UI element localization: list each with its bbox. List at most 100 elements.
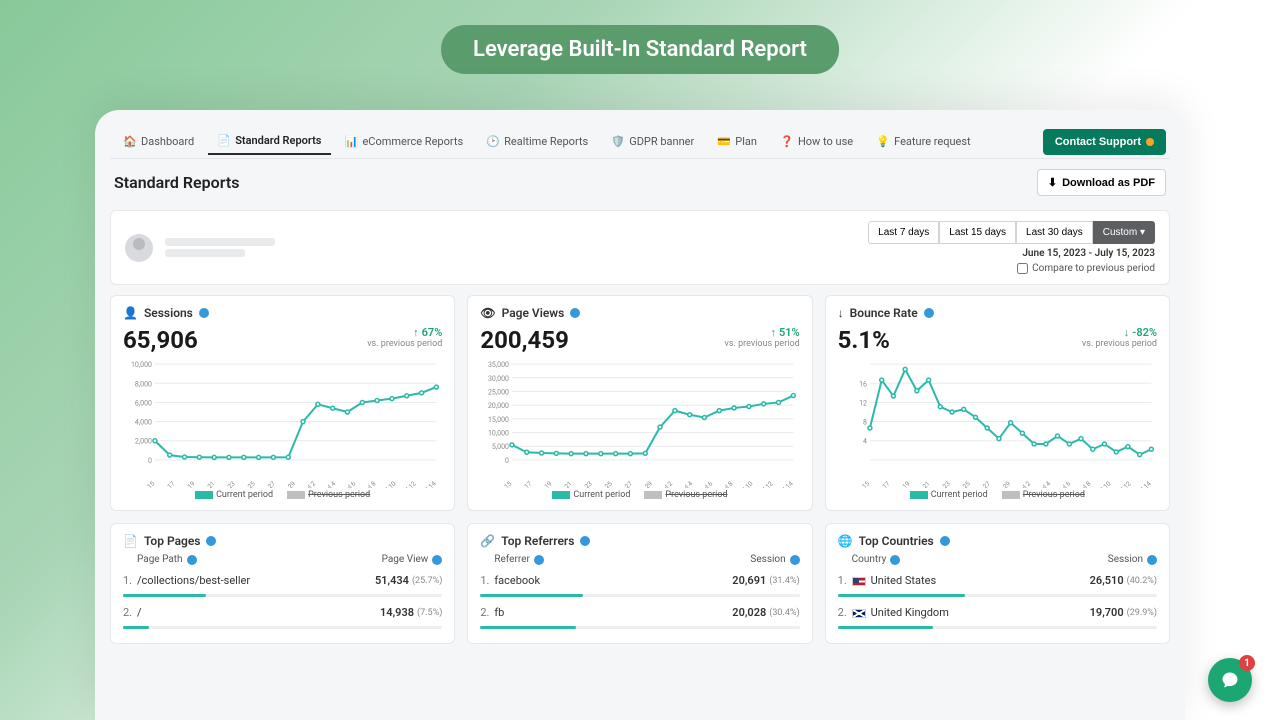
- app-window: 🏠 Dashboard 📄 Standard Reports 📊 eCommer…: [95, 110, 1185, 720]
- card-title: Top Countries: [859, 534, 934, 548]
- table-row[interactable]: 2. fb 20,028(30.4%): [480, 601, 799, 624]
- download-icon: ⬇: [1048, 176, 1057, 189]
- range-7d[interactable]: Last 7 days: [868, 221, 939, 244]
- range-15d[interactable]: Last 15 days: [939, 221, 1016, 244]
- card-icon: 💳: [718, 136, 730, 148]
- col-header: Country: [852, 554, 887, 565]
- svg-text:Jun 29: Jun 29: [278, 479, 298, 488]
- pageviews-delta: ↑51%: [725, 326, 800, 339]
- nav-realtime-reports[interactable]: 🕑 Realtime Reports: [477, 129, 598, 154]
- svg-text:Jun 23: Jun 23: [217, 479, 237, 488]
- info-icon[interactable]: [580, 536, 590, 546]
- nav-gdpr-banner[interactable]: 🛡️ GDPR banner: [602, 129, 704, 154]
- page-title: Standard Reports: [114, 173, 239, 192]
- svg-text:15,000: 15,000: [488, 416, 509, 424]
- nav-dashboard[interactable]: 🏠 Dashboard: [114, 129, 204, 154]
- info-icon[interactable]: [570, 308, 580, 318]
- table-row[interactable]: 1. facebook 20,691(31.4%): [480, 569, 799, 592]
- date-range-group: Last 7 days Last 15 days Last 30 days Cu…: [868, 221, 1155, 274]
- svg-text:20,000: 20,000: [488, 402, 509, 410]
- svg-text:Jul 4: Jul 4: [1036, 479, 1052, 488]
- sessions-value: 65,906: [123, 326, 198, 354]
- range-30d[interactable]: Last 30 days: [1016, 221, 1093, 244]
- download-pdf-button[interactable]: ⬇ Download as PDF: [1037, 169, 1166, 196]
- nav-standard-reports[interactable]: 📄 Standard Reports: [208, 128, 331, 155]
- flag-icon: [852, 577, 866, 586]
- svg-text:Jul 4: Jul 4: [679, 479, 695, 488]
- nav-ecommerce-reports[interactable]: 📊 eCommerce Reports: [335, 129, 473, 154]
- nav-plan[interactable]: 💳 Plan: [708, 129, 767, 154]
- table-row[interactable]: 2. United Kingdom 19,700(29.9%): [838, 601, 1157, 624]
- progress-bar: [838, 594, 1157, 597]
- user-avatar[interactable]: [125, 234, 153, 262]
- info-icon[interactable]: [187, 555, 197, 565]
- nav-how-to-use[interactable]: ❓ How to use: [771, 129, 863, 154]
- svg-text:Jun 29: Jun 29: [635, 479, 655, 488]
- compare-checkbox[interactable]: [1017, 263, 1028, 274]
- pageviews-chart: 05,00010,00015,00020,00025,00030,00035,0…: [480, 358, 799, 488]
- sessions-chart: 02,0004,0006,0008,00010,000Jun 15Jun 17J…: [123, 358, 442, 488]
- hero-badge: Leverage Built-In Standard Report: [441, 25, 839, 74]
- svg-text:Jun 15: Jun 15: [494, 479, 514, 488]
- svg-text:Jul 10: Jul 10: [737, 479, 755, 488]
- svg-text:30,000: 30,000: [488, 375, 509, 383]
- date-range-buttons: Last 7 days Last 15 days Last 30 days Cu…: [868, 221, 1155, 244]
- svg-text:Jul 10: Jul 10: [379, 479, 397, 488]
- notification-dot: [1146, 138, 1154, 146]
- nav-label: Feature request: [894, 135, 971, 148]
- svg-text:Jul 14: Jul 14: [1134, 479, 1152, 488]
- arrow-down-icon: ↓: [838, 306, 844, 320]
- nav-label: Standard Reports: [235, 134, 321, 147]
- progress-bar: [123, 594, 442, 597]
- svg-text:Jul 14: Jul 14: [777, 479, 795, 488]
- top-countries-card: 🌐 Top Countries Country Session 1. Unite…: [825, 523, 1170, 644]
- info-icon[interactable]: [790, 555, 800, 565]
- delta-sub: vs. previous period: [725, 339, 800, 349]
- svg-text:Jun 15: Jun 15: [851, 479, 871, 488]
- svg-text:4: 4: [863, 438, 867, 446]
- nav-label: Realtime Reports: [504, 135, 588, 148]
- contact-support-button[interactable]: Contact Support: [1043, 129, 1166, 155]
- col-header: Session: [1108, 554, 1143, 565]
- user-icon: 👤: [123, 306, 138, 320]
- bounce-chart: 481216Jun 15Jun 17Jun 19Jun 21Jun 23Jun …: [838, 358, 1157, 488]
- info-icon[interactable]: [206, 536, 216, 546]
- info-icon[interactable]: [1147, 555, 1157, 565]
- info-icon[interactable]: [940, 536, 950, 546]
- svg-text:12: 12: [859, 399, 867, 407]
- bounce-card: ↓ Bounce Rate 5.1% ↓-82% vs. previous pe…: [825, 295, 1170, 511]
- bounce-value: 5.1%: [838, 326, 890, 354]
- sessions-delta: ↑67%: [367, 326, 442, 339]
- table-row[interactable]: 1. United States 26,510(40.2%): [838, 569, 1157, 592]
- svg-text:2,000: 2,000: [135, 438, 152, 446]
- info-icon[interactable]: [199, 308, 209, 318]
- referrer-icon: 🔗: [480, 534, 495, 548]
- compare-checkbox-row[interactable]: Compare to previous period: [1017, 263, 1155, 274]
- svg-text:Jun 17: Jun 17: [872, 479, 892, 488]
- arrow-down-icon: ↓: [1124, 326, 1130, 339]
- nav-label: Dashboard: [141, 135, 194, 148]
- arrow-up-icon: ↑: [770, 326, 776, 339]
- info-icon[interactable]: [432, 555, 442, 565]
- svg-text:Jun 19: Jun 19: [534, 479, 554, 488]
- svg-text:Jun 19: Jun 19: [177, 479, 197, 488]
- chat-fab[interactable]: 1: [1208, 658, 1252, 702]
- info-icon[interactable]: [890, 555, 900, 565]
- svg-text:8,000: 8,000: [135, 380, 152, 388]
- info-icon[interactable]: [924, 308, 934, 318]
- progress-bar: [480, 594, 799, 597]
- svg-text:Jun 21: Jun 21: [554, 480, 574, 488]
- help-icon: ❓: [781, 136, 793, 148]
- table-row[interactable]: 2. / 14,938(7.5%): [123, 601, 442, 624]
- metrics-grid: 👤 Sessions 65,906 ↑67% vs. previous peri…: [110, 295, 1170, 644]
- svg-text:35,000: 35,000: [488, 361, 509, 369]
- nav-feature-request[interactable]: 💡 Feature request: [867, 129, 981, 154]
- card-title: Bounce Rate: [850, 306, 918, 320]
- svg-text:8: 8: [863, 419, 867, 427]
- top-pages-card: 📄 Top Pages Page Path Page View 1. /coll…: [110, 523, 455, 644]
- info-icon[interactable]: [534, 555, 544, 565]
- card-title: Page Views: [502, 306, 565, 320]
- delta-sub: vs. previous period: [367, 339, 442, 349]
- range-custom[interactable]: Custom ▾: [1093, 221, 1155, 244]
- table-row[interactable]: 1. /collections/best-seller 51,434(25.7%…: [123, 569, 442, 592]
